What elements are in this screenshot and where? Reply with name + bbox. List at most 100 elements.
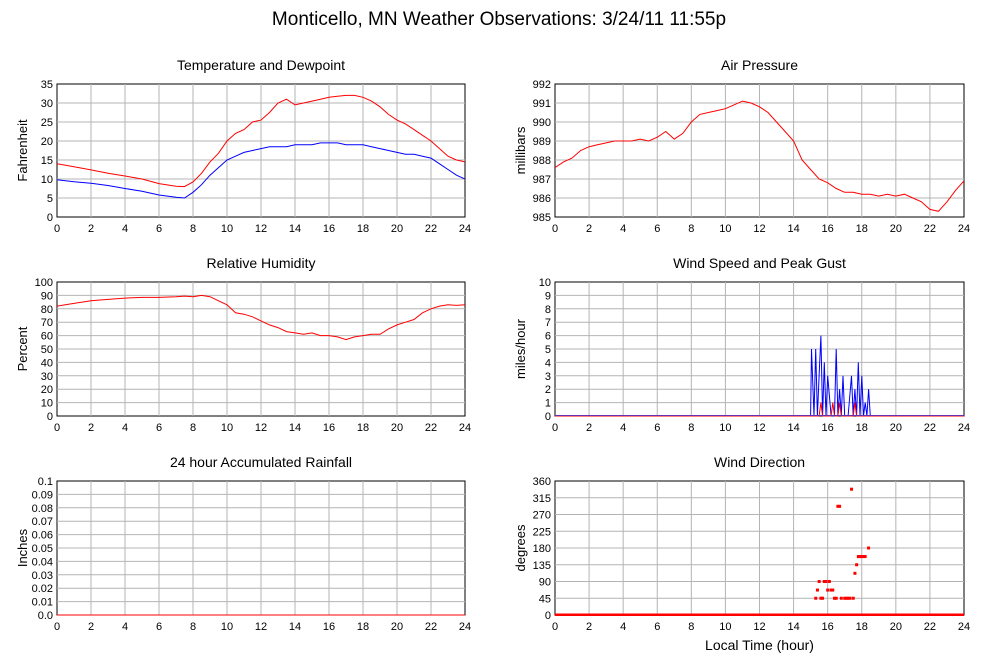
y-axis-label: millibars — [513, 126, 528, 174]
y-tick-label: 135 — [533, 560, 551, 572]
y-tick-label: 4 — [545, 357, 551, 369]
y-tick-label: 988 — [533, 155, 551, 167]
y-tick-label: 25 — [41, 117, 53, 129]
y-tick-label: 5 — [47, 193, 53, 205]
x-tick-label: 14 — [787, 223, 799, 235]
x-tick-label: 18 — [357, 621, 369, 633]
x-tick-label: 8 — [688, 223, 694, 235]
x-tick-label: 16 — [822, 621, 834, 633]
y-tick-label: 0.1 — [38, 476, 53, 488]
y-tick-label: 8 — [545, 304, 551, 316]
x-tick-label: 4 — [122, 621, 128, 633]
x-tick-label: 24 — [459, 422, 471, 434]
y-axis-label: degrees — [513, 524, 528, 571]
x-tick-label: 6 — [156, 621, 162, 633]
data-point — [850, 487, 854, 491]
data-point — [860, 555, 864, 559]
page-title: Monticello, MN Weather Observations: 3/2… — [272, 9, 726, 30]
y-tick-label: 30 — [41, 98, 53, 110]
y-tick-label: 30 — [41, 371, 53, 383]
data-point — [858, 555, 862, 559]
chart-title: Air Pressure — [721, 57, 798, 73]
chart-rain: 0 2 4 6 8 10 12 14 16 18 20 22 240.00.010.020.030.04… — [15, 454, 471, 633]
x-tick-label: 18 — [856, 621, 868, 633]
x-tick-label: 0 — [552, 621, 558, 633]
y-tick-label: 991 — [533, 98, 551, 110]
y-tick-label: 50 — [41, 344, 53, 356]
x-tick-label: 12 — [255, 223, 267, 235]
y-tick-label: 0.02 — [32, 583, 53, 595]
x-tick-label: 2 — [586, 223, 592, 235]
x-tick-label: 16 — [323, 422, 335, 434]
y-tick-label: 180 — [533, 543, 551, 555]
x-tick-label: 6 — [654, 223, 660, 235]
chart-title: Wind Speed and Peak Gust — [673, 255, 846, 271]
x-tick-label: 14 — [289, 621, 301, 633]
y-tick-label: 5 — [545, 344, 551, 356]
y-tick-label: 0.05 — [32, 543, 53, 555]
x-tick-label: 2 — [586, 621, 592, 633]
chart-title: 24 hour Accumulated Rainfall — [170, 454, 352, 470]
y-tick-label: 9 — [545, 290, 551, 302]
data-point — [848, 596, 852, 600]
y-tick-label: 2 — [545, 384, 551, 396]
x-tick-label: 10 — [719, 621, 731, 633]
x-tick-label: 14 — [787, 422, 799, 434]
x-tick-label: 24 — [459, 621, 471, 633]
chart-title: Relative Humidity — [207, 255, 316, 271]
plot-data — [57, 294, 465, 341]
y-tick-label: 35 — [41, 79, 53, 91]
x-tick-label: 24 — [958, 621, 970, 633]
y-tick-label: 989 — [533, 136, 551, 148]
data-point — [836, 504, 840, 508]
x-tick-label: 20 — [391, 422, 403, 434]
x-tick-label: 0 — [54, 422, 60, 434]
x-tick-label: 22 — [924, 621, 936, 633]
y-tick-label: 986 — [533, 193, 551, 205]
y-tick-label: 60 — [41, 331, 53, 343]
data-point — [834, 596, 838, 600]
chart-rh: 0 2 4 6 8 10 12 14 16 18 20 22 240102030405060708090… — [15, 255, 471, 434]
data-point — [856, 555, 860, 559]
data-point — [867, 546, 871, 550]
y-tick-label: 7 — [545, 317, 551, 329]
y-tick-label: 20 — [41, 384, 53, 396]
data-point — [814, 596, 818, 600]
x-tick-label: 8 — [688, 621, 694, 633]
y-tick-label: 0.09 — [32, 489, 53, 501]
y-tick-label: 270 — [533, 510, 551, 522]
x-tick-label: 6 — [156, 422, 162, 434]
y-tick-label: 10 — [539, 277, 551, 289]
x-tick-label: 6 — [654, 621, 660, 633]
x-tick-label: 16 — [323, 621, 335, 633]
x-tick-label: 0 — [54, 223, 60, 235]
plot-data — [555, 487, 964, 616]
y-tick-label: 15 — [41, 155, 53, 167]
data-point — [819, 596, 823, 600]
chart-title: Temperature and Dewpoint — [177, 57, 345, 73]
y-tick-label: 315 — [533, 493, 551, 505]
x-tick-label: 16 — [323, 223, 335, 235]
x-tick-label: 8 — [190, 621, 196, 633]
x-tick-label: 10 — [719, 422, 731, 434]
y-tick-label: 992 — [533, 79, 551, 91]
x-tick-label: 20 — [890, 223, 902, 235]
data-point — [855, 563, 859, 567]
chart-title: Wind Direction — [714, 454, 805, 470]
y-tick-label: 0 — [545, 411, 551, 423]
x-tick-label: 20 — [391, 223, 403, 235]
plot-data — [555, 335, 964, 417]
y-tick-label: 0.03 — [32, 570, 53, 582]
x-tick-label: 6 — [654, 422, 660, 434]
x-tick-label: 22 — [924, 422, 936, 434]
data-point — [846, 596, 850, 600]
data-point — [826, 588, 830, 592]
data-point — [843, 596, 847, 600]
x-tick-label: 2 — [88, 223, 94, 235]
x-tick-label: 6 — [156, 223, 162, 235]
x-tick-label: 14 — [787, 621, 799, 633]
y-tick-label: 990 — [533, 117, 551, 129]
y-tick-label: 0.06 — [32, 530, 53, 542]
